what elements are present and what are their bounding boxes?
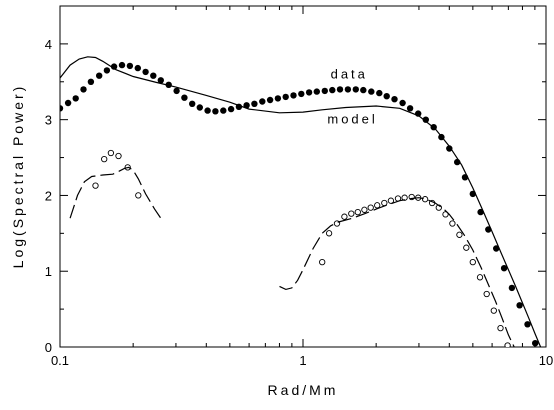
y-axis-title: Log(Spectral Power)	[10, 84, 26, 269]
y-tick-label: 0	[45, 340, 52, 355]
data-point-filled	[321, 87, 328, 95]
model-line	[60, 56, 542, 347]
data-point-open	[361, 206, 368, 213]
data-point-open	[497, 324, 504, 332]
data-point-filled	[406, 105, 414, 112]
annotations: data model	[327, 67, 377, 127]
data-point-filled	[110, 63, 118, 70]
data-point-open	[463, 244, 470, 251]
data-point-filled	[142, 68, 149, 76]
data-point-filled	[383, 93, 390, 100]
y-tick-label: 4	[45, 37, 52, 52]
data-point-filled	[173, 87, 180, 95]
data-point-filled	[87, 78, 95, 86]
data-point-filled	[422, 116, 429, 123]
data-point-filled	[352, 86, 359, 93]
y-tick-label: 2	[45, 188, 52, 203]
data-point-filled	[360, 86, 367, 94]
data-point-filled	[189, 100, 196, 108]
data-point-open	[107, 149, 115, 157]
data-point-filled	[305, 89, 313, 96]
data-point-filled	[212, 108, 219, 115]
dashed-model-line	[69, 166, 162, 219]
data-point-filled	[336, 86, 344, 93]
data-point-filled	[446, 145, 453, 152]
data-point-open	[421, 196, 429, 203]
data-point-open	[92, 182, 99, 189]
series-layer	[60, 56, 542, 347]
data-point-open	[476, 274, 484, 281]
data-point-filled	[60, 105, 64, 112]
data-point-filled	[227, 105, 235, 113]
data-point-open	[354, 208, 361, 216]
data-point-open	[115, 152, 122, 160]
data-point-open	[442, 211, 449, 218]
annotation-model: model	[327, 111, 377, 126]
data-point-open	[367, 204, 374, 211]
annotation-data: data	[331, 67, 368, 82]
data-point-open	[135, 192, 142, 199]
x-tick-label: 10	[539, 353, 553, 368]
data-point-open	[374, 202, 381, 209]
data-point-filled	[391, 96, 398, 103]
data-point-open	[325, 230, 333, 237]
data-point-open	[483, 290, 490, 298]
data-point-filled	[220, 107, 227, 114]
data-point-filled	[134, 64, 141, 72]
data-point-filled	[344, 86, 352, 93]
data-point-open	[348, 210, 355, 217]
y-tick-label: 1	[45, 264, 52, 279]
data-point-filled	[493, 245, 500, 252]
data-point-open	[449, 220, 456, 227]
dashed-model-line	[279, 197, 515, 347]
data-point-filled	[259, 98, 266, 105]
data-point-filled	[96, 72, 103, 79]
data-point-filled	[266, 96, 274, 104]
plot-frame	[59, 5, 547, 348]
data-point-open	[490, 307, 497, 314]
data-point-filled	[329, 86, 336, 94]
x-tick-label: 0.1	[51, 353, 69, 368]
data-point-filled	[500, 265, 508, 272]
x-tick-label: 1	[299, 353, 306, 368]
data-point-filled	[126, 62, 134, 70]
data-point-filled	[368, 88, 375, 95]
x-axis-title: Rad/Mm	[268, 382, 339, 398]
data-point-filled	[196, 104, 203, 111]
data-point-filled	[243, 102, 250, 109]
data-point-open	[341, 213, 348, 220]
data-point-filled	[72, 95, 79, 102]
data-point-filled	[251, 100, 258, 108]
data-point-filled	[64, 99, 72, 107]
data-point-open	[101, 155, 108, 163]
data-point-filled	[80, 86, 87, 93]
axis-ticks	[59, 6, 547, 348]
data-point-filled	[103, 67, 111, 74]
data-point-open	[469, 258, 476, 266]
data-point-filled	[399, 99, 406, 107]
data-point-filled	[516, 302, 523, 309]
data-point-filled	[524, 321, 531, 328]
data-point-filled	[204, 107, 211, 114]
data-point-open	[387, 197, 395, 204]
data-point-filled	[274, 95, 282, 102]
data-point-filled	[157, 77, 164, 84]
tick-labels: 0.1 1 10 0 1 2 3 4	[45, 37, 553, 368]
data-point-filled	[282, 93, 289, 101]
data-point-open	[456, 231, 463, 238]
data-point-filled	[150, 72, 157, 79]
data-point-filled	[508, 284, 516, 292]
data-point-open	[319, 258, 326, 266]
data-point-filled	[181, 94, 188, 101]
y-tick-label: 3	[45, 113, 52, 128]
data-point-filled	[532, 340, 539, 347]
data-point-filled	[313, 88, 320, 95]
data-point-filled	[290, 92, 297, 99]
data-point-open	[504, 342, 511, 347]
data-point-filled	[118, 61, 126, 69]
data-point-filled	[298, 90, 305, 98]
data-point-filled	[376, 89, 383, 97]
